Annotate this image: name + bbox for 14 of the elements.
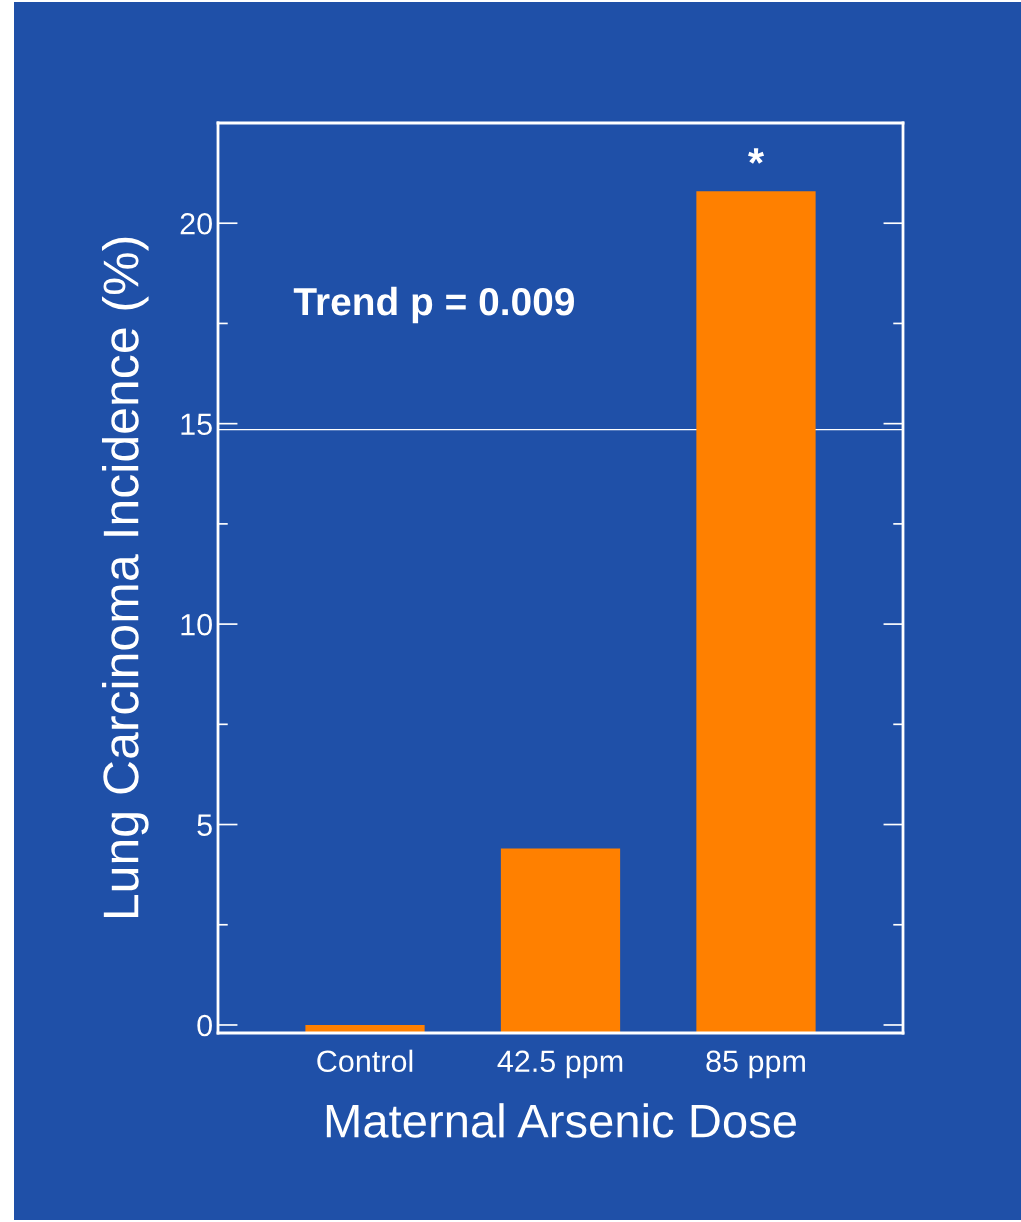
y-tick-label: 15 xyxy=(181,413,212,436)
bar xyxy=(696,191,816,1033)
y-tick-label: 10 xyxy=(181,613,212,636)
x-tick-label: 85 ppm xyxy=(706,1050,805,1079)
x-tick-label: 42.5 ppm xyxy=(497,1050,623,1079)
annotation: * xyxy=(748,148,765,164)
annotation: Trend p = 0.009 xyxy=(293,286,574,324)
y-tick-label: 5 xyxy=(197,814,212,836)
bar xyxy=(500,848,621,1033)
x-axis-title: Maternal Arsenic Dose xyxy=(326,1103,796,1138)
y-tick-label: 0 xyxy=(197,1014,212,1037)
x-tick-label: Control xyxy=(317,1049,413,1073)
y-tick-label: 20 xyxy=(180,212,212,235)
y-axis-title: Lung Carcinoma Incidence (%) xyxy=(101,237,149,918)
